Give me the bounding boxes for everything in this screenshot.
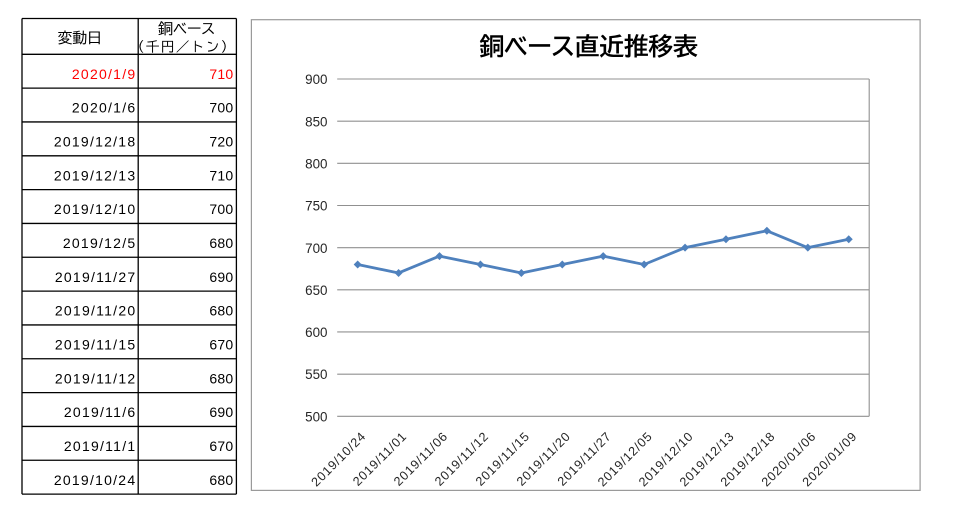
svg-text:900: 900 <box>305 72 327 87</box>
svg-text:2019/12/10: 2019/12/10 <box>54 201 137 217</box>
svg-text:2019/10/24: 2019/10/24 <box>54 472 137 488</box>
svg-text:550: 550 <box>305 367 327 382</box>
svg-text:500: 500 <box>305 409 327 424</box>
svg-text:690: 690 <box>209 269 233 285</box>
svg-text:700: 700 <box>209 100 233 116</box>
svg-text:2019/11/20: 2019/11/20 <box>55 303 137 319</box>
svg-text:700: 700 <box>305 241 327 256</box>
svg-text:710: 710 <box>209 167 233 183</box>
svg-text:2019/11/12: 2019/11/12 <box>55 370 137 386</box>
svg-text:750: 750 <box>305 199 327 214</box>
svg-text:680: 680 <box>209 370 233 386</box>
svg-text:2019/11/6: 2019/11/6 <box>64 404 137 420</box>
svg-text:2020/1/6: 2020/1/6 <box>72 100 137 116</box>
svg-text:2019/12/5: 2019/12/5 <box>63 235 137 251</box>
svg-text:2019/11/27: 2019/11/27 <box>55 269 137 285</box>
svg-text:2020/1/9: 2020/1/9 <box>72 66 137 82</box>
svg-text:800: 800 <box>305 156 327 171</box>
svg-text:850: 850 <box>305 114 327 129</box>
svg-text:680: 680 <box>209 235 233 251</box>
svg-text:2019/12/13: 2019/12/13 <box>54 167 137 183</box>
svg-text:700: 700 <box>209 201 233 217</box>
svg-text:600: 600 <box>305 325 327 340</box>
svg-text:680: 680 <box>209 303 233 319</box>
svg-text:2019/11/1: 2019/11/1 <box>64 438 137 454</box>
svg-text:670: 670 <box>209 337 233 353</box>
svg-text:690: 690 <box>209 404 233 420</box>
svg-text:710: 710 <box>209 66 233 82</box>
svg-text:2019/11/15: 2019/11/15 <box>55 337 137 353</box>
svg-text:2019/12/18: 2019/12/18 <box>54 134 137 150</box>
svg-text:680: 680 <box>209 472 233 488</box>
svg-text:720: 720 <box>209 134 233 150</box>
svg-text:670: 670 <box>209 438 233 454</box>
svg-text:650: 650 <box>305 283 327 298</box>
